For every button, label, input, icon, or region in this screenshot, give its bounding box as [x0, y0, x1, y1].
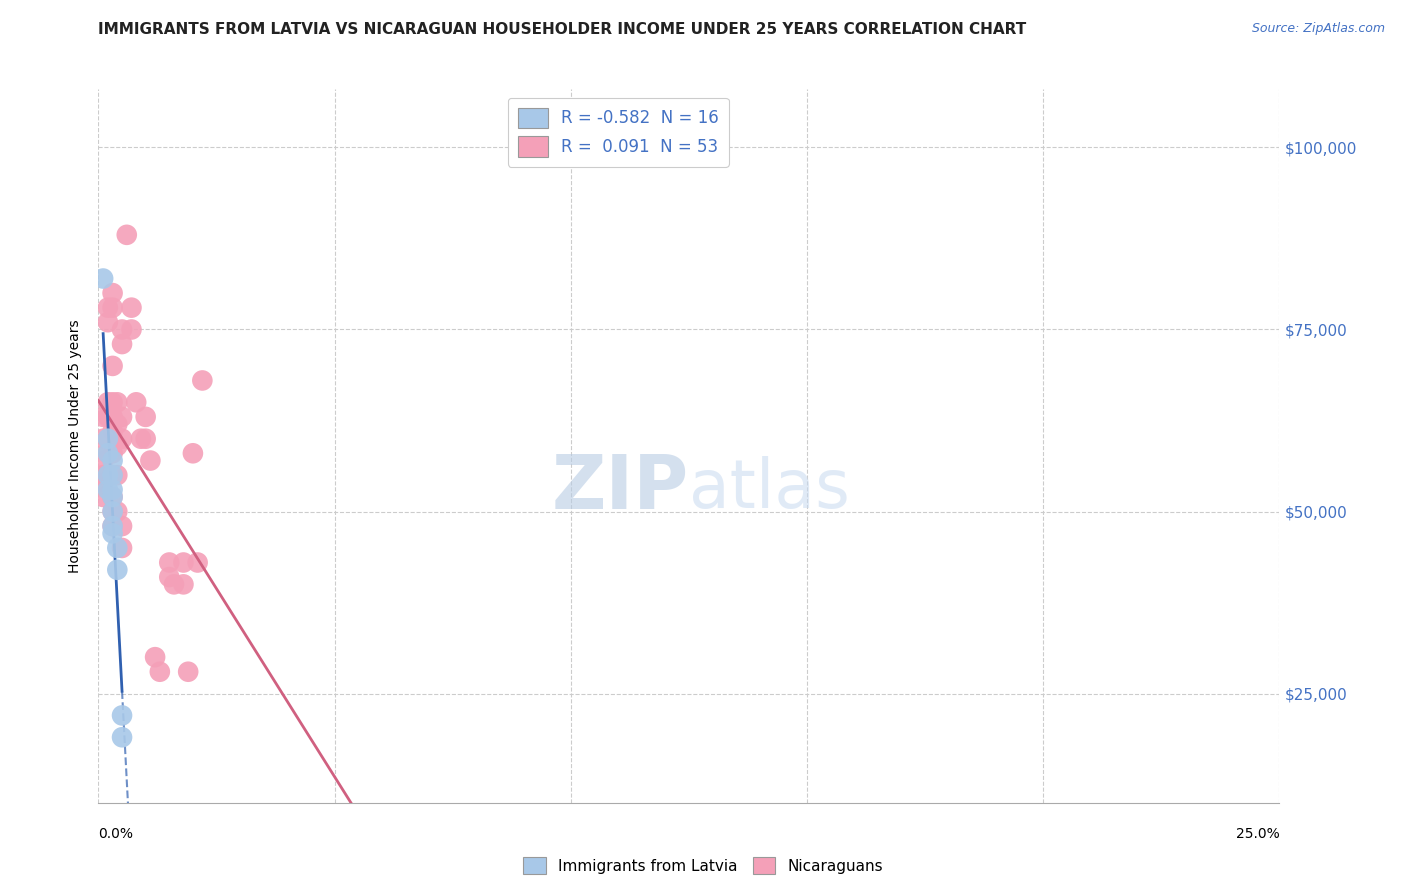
- Text: IMMIGRANTS FROM LATVIA VS NICARAGUAN HOUSEHOLDER INCOME UNDER 25 YEARS CORRELATI: IMMIGRANTS FROM LATVIA VS NICARAGUAN HOU…: [98, 22, 1026, 37]
- Point: [101, 468, 124, 483]
- Point: [91, 490, 114, 504]
- Point: [101, 286, 124, 301]
- Point: [101, 446, 124, 460]
- Point: [111, 731, 134, 745]
- Point: [129, 432, 152, 446]
- Point: [139, 453, 162, 467]
- Point: [97, 315, 120, 329]
- Point: [187, 556, 209, 570]
- Point: [101, 526, 124, 541]
- Point: [181, 446, 204, 460]
- Point: [111, 708, 134, 723]
- Y-axis label: Householder Income Under 25 years: Householder Income Under 25 years: [69, 319, 83, 573]
- Point: [91, 453, 114, 467]
- Point: [97, 446, 120, 460]
- Point: [157, 556, 180, 570]
- Point: [97, 468, 120, 483]
- Point: [101, 519, 124, 533]
- Point: [111, 337, 134, 351]
- Point: [97, 409, 120, 424]
- Point: [91, 475, 114, 490]
- Point: [101, 301, 124, 315]
- Text: ZIP: ZIP: [551, 452, 689, 525]
- Point: [121, 301, 143, 315]
- Point: [101, 395, 124, 409]
- Point: [115, 227, 138, 242]
- Point: [101, 453, 124, 467]
- Point: [149, 665, 172, 679]
- Point: [97, 446, 120, 460]
- Point: [101, 425, 124, 439]
- Point: [121, 322, 143, 336]
- Point: [97, 432, 120, 446]
- Point: [91, 271, 114, 285]
- Point: [135, 432, 157, 446]
- Point: [91, 409, 114, 424]
- Point: [101, 359, 124, 373]
- Point: [111, 432, 134, 446]
- Point: [101, 409, 124, 424]
- Point: [97, 395, 120, 409]
- Point: [105, 468, 128, 483]
- Point: [101, 468, 124, 483]
- Point: [91, 468, 114, 483]
- Point: [101, 504, 124, 518]
- Point: [105, 541, 128, 555]
- Point: [105, 395, 128, 409]
- Point: [111, 322, 134, 336]
- Legend: R = -0.582  N = 16, R =  0.091  N = 53: R = -0.582 N = 16, R = 0.091 N = 53: [508, 97, 728, 167]
- Point: [163, 577, 186, 591]
- Point: [101, 490, 124, 504]
- Point: [135, 409, 157, 424]
- Text: atlas: atlas: [689, 456, 849, 522]
- Point: [101, 519, 124, 533]
- Point: [97, 483, 120, 497]
- Point: [97, 301, 120, 315]
- Point: [111, 409, 134, 424]
- Point: [111, 519, 134, 533]
- Point: [157, 570, 180, 584]
- Text: Source: ZipAtlas.com: Source: ZipAtlas.com: [1251, 22, 1385, 36]
- Legend: Immigrants from Latvia, Nicaraguans: Immigrants from Latvia, Nicaraguans: [516, 851, 890, 880]
- Point: [172, 577, 194, 591]
- Point: [105, 563, 128, 577]
- Point: [172, 556, 194, 570]
- Point: [111, 541, 134, 555]
- Point: [101, 490, 124, 504]
- Text: 0.0%: 0.0%: [98, 827, 134, 841]
- Point: [91, 432, 114, 446]
- Point: [105, 439, 128, 453]
- Point: [125, 395, 148, 409]
- Point: [177, 665, 200, 679]
- Point: [101, 483, 124, 497]
- Point: [105, 417, 128, 432]
- Text: 25.0%: 25.0%: [1236, 827, 1279, 841]
- Point: [143, 650, 166, 665]
- Point: [105, 504, 128, 518]
- Point: [101, 504, 124, 518]
- Point: [191, 374, 214, 388]
